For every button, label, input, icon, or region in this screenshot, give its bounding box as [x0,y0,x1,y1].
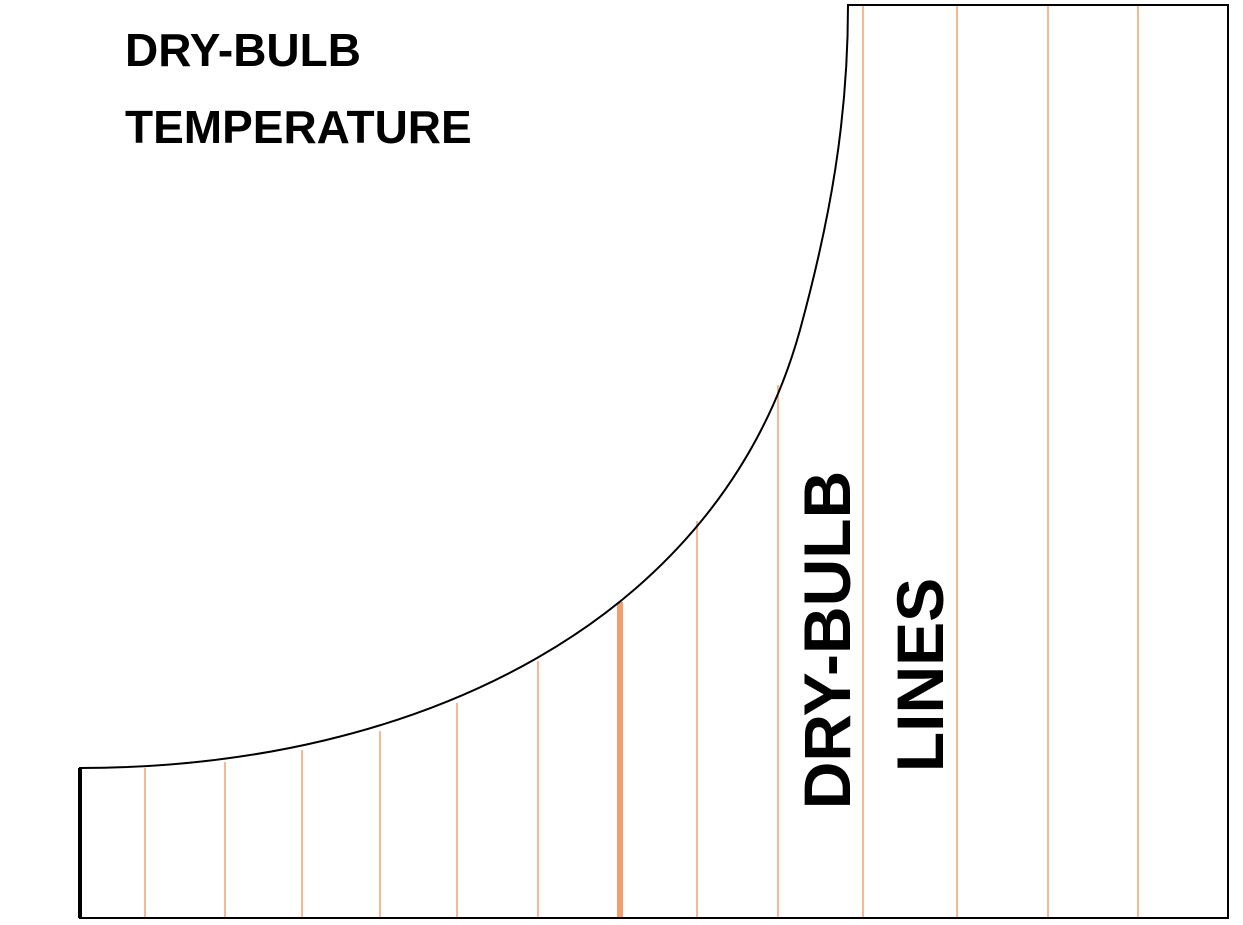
title-line: TEMPERATURE [125,101,472,153]
vertical-label: LINES [883,578,957,772]
vertical-label: DRY-BULB [790,471,864,810]
chart-outline [79,4,1229,919]
dry-bulb-lines [144,5,1139,918]
title-line: DRY-BULB [125,24,361,76]
